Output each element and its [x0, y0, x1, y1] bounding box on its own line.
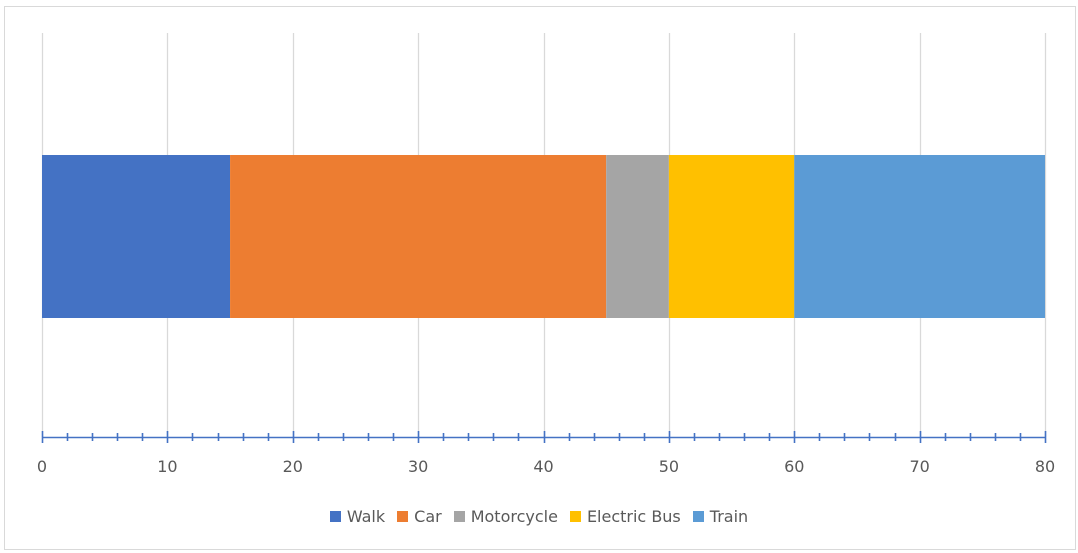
bar-segment-electric-bus — [668, 155, 795, 318]
x-tick-label: 0 — [37, 457, 47, 476]
x-tick-label: 40 — [533, 457, 553, 476]
legend-label-walk: Walk — [346, 507, 386, 526]
legend-item-train: Train — [692, 507, 749, 526]
legend-swatch-motorcycle — [453, 511, 465, 522]
legend-label-motorcycle: Motorcycle — [470, 507, 558, 526]
legend-swatch-walk — [329, 511, 341, 522]
legend-label-train: Train — [709, 507, 749, 526]
x-tick-label: 50 — [659, 457, 679, 476]
legend-swatch-train — [692, 511, 704, 522]
legend-swatch-electric-bus — [569, 511, 581, 522]
legend-label-car: Car — [414, 507, 442, 526]
x-tick-label: 30 — [408, 457, 428, 476]
x-tick-label: 70 — [909, 457, 929, 476]
bar-segment-train — [794, 155, 1045, 318]
bar-segment-car — [230, 155, 607, 318]
legend-item-electric-bus: Electric Bus — [569, 507, 681, 526]
bar-segment-motorcycle — [606, 155, 669, 318]
legend-swatch-car — [397, 511, 409, 522]
x-tick-label: 60 — [784, 457, 804, 476]
legend-item-walk: Walk — [329, 507, 386, 526]
x-tick-label: 20 — [283, 457, 303, 476]
legend-item-motorcycle: Motorcycle — [453, 507, 558, 526]
legend-label-electric-bus: Electric Bus — [586, 507, 681, 526]
x-tick-label: 80 — [1035, 457, 1055, 476]
chart-legend: Walk Car Motorcycle Electric Bus Train — [0, 507, 1078, 526]
x-tick-label: 10 — [157, 457, 177, 476]
bar-segment-walk — [42, 155, 231, 318]
legend-item-car: Car — [397, 507, 442, 526]
